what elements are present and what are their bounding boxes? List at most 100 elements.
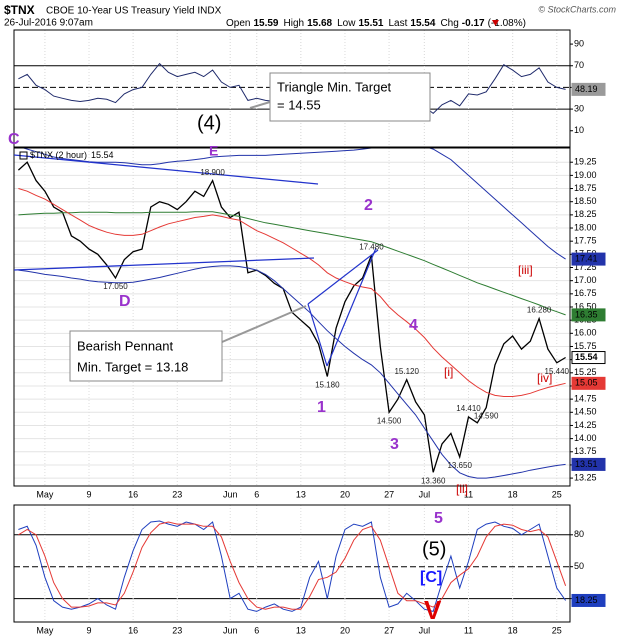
pennant-line (307, 303, 328, 367)
annotation-layer: Triangle Min. Target = 14.55 Bearish Pen… (8, 72, 570, 625)
y-tick-label: 14.50 (574, 407, 597, 417)
quote-change-pct: (-1.08%) (488, 18, 526, 29)
rsi-panel (13, 29, 571, 148)
x-tick-label: 27 (384, 489, 394, 499)
y-tick-label: 18.75 (574, 183, 597, 193)
x-tick-label: Jun (223, 489, 238, 499)
y-tick-label: 16.00 (574, 328, 597, 338)
wave-label: [ii] (456, 482, 468, 496)
y-tick-label: 14.75 (574, 394, 597, 404)
legend-name: $TNX (2 hour) (30, 150, 87, 160)
y-tick-label: 50 (574, 561, 584, 571)
wave-label: D (119, 293, 131, 310)
y-tick-label: 16.50 (574, 301, 597, 311)
pennant-line (307, 249, 379, 305)
y-tick-label: 15.25 (574, 367, 597, 377)
x-tick-label: 20 (340, 625, 350, 635)
y-tick-label: 80 (574, 529, 584, 539)
grid-layer: 907050301013.2513.5013.7514.0014.2514.50… (14, 30, 597, 635)
x-tick-label: 25 (552, 489, 562, 499)
x-tick-label: 9 (87, 625, 92, 635)
x-tick-label: 6 (254, 489, 259, 499)
value-label: 18.900 (200, 168, 225, 177)
y-tick-label: 17.75 (574, 236, 597, 246)
legend: $TNX (2 hour) 15.54 (30, 150, 114, 160)
triangle-upper (14, 154, 319, 185)
wave-label: 3 (390, 436, 399, 453)
value-label: 17.050 (103, 282, 128, 291)
pennant-line (326, 247, 377, 367)
value-label: 16.280 (527, 306, 552, 315)
y-tick-label: 16.75 (574, 288, 597, 298)
last-value-box (571, 82, 606, 96)
callout-pointer (221, 305, 307, 343)
x-tick-label: Jun (223, 625, 238, 635)
y-tick-label: 14.25 (574, 420, 597, 430)
quote-label: Chg (440, 18, 458, 29)
wave-label: 2 (364, 197, 373, 214)
callout-text: Min. Target = 13.18 (77, 359, 188, 374)
quote-value: 15.54 (410, 18, 435, 29)
x-tick-label: 11 (464, 625, 473, 635)
last-value-box (571, 351, 606, 365)
y-tick-label: 30 (574, 103, 584, 113)
quote-value: 15.68 (307, 18, 332, 29)
trend-lines (14, 154, 379, 367)
y-tick-label: 18.00 (574, 222, 597, 232)
last-value-label: 15.54 (575, 352, 598, 362)
callout-box (269, 72, 431, 122)
wave-label: [iv] (537, 371, 552, 385)
last-value-box (571, 252, 606, 266)
last-value-label: 48.19 (575, 84, 598, 94)
quote-label: Last (389, 18, 408, 29)
wave-label: 5 (434, 510, 443, 527)
x-tick-label: 13 (296, 625, 306, 635)
x-tick-label: 13 (296, 489, 306, 499)
quote-value: 15.51 (358, 18, 383, 29)
series-line (21, 148, 566, 260)
y-tick-label: 14.00 (574, 433, 597, 443)
last-value-layer: 48.19 15.54 16.35 15.05 17.41 13.51 18.25 (571, 82, 606, 607)
triangle-lower (14, 257, 315, 271)
y-tick-label: 19.00 (574, 170, 597, 180)
x-tick-label: 27 (384, 625, 394, 635)
y-tick-label: 70 (574, 60, 584, 70)
last-value-label: 16.35 (575, 309, 598, 319)
y-tick-label: 18.25 (574, 209, 597, 219)
quote-label: High (284, 18, 305, 29)
callout-text: = 14.55 (277, 97, 321, 112)
callout-text: Bearish Pennant (77, 338, 174, 353)
value-label: 14.500 (377, 416, 402, 425)
series-line (18, 520, 567, 613)
last-value-box (571, 376, 606, 390)
callout-box (69, 330, 223, 382)
last-value-box (571, 457, 606, 471)
series-line (18, 211, 566, 316)
wave-label: (5) (422, 538, 446, 560)
y-tick-label: 90 (574, 38, 584, 48)
y-tick-label: 17.00 (574, 275, 597, 285)
y-tick-label: 18.50 (574, 196, 597, 206)
x-tick-label: 16 (128, 625, 138, 635)
x-tick-label: May (36, 625, 54, 635)
series-line (18, 265, 566, 479)
value-label: 13.360 (421, 476, 446, 485)
last-value-box (571, 308, 606, 322)
wave-label: V (424, 595, 442, 625)
wave-label: (4) (197, 112, 221, 134)
x-tick-label: 18 (508, 489, 518, 499)
y-tick-label: 15.75 (574, 341, 597, 351)
y-tick-label: 17.25 (574, 262, 597, 272)
value-label: 14.590 (474, 412, 499, 421)
price-panel (13, 147, 571, 487)
instrument-name: CBOE 10-Year US Treasury Yield INDX (46, 6, 222, 17)
x-tick-label: 18 (508, 625, 518, 635)
wave-label: C (8, 131, 20, 148)
quote-label: Low (337, 18, 356, 29)
y-tick-label: 13.75 (574, 446, 597, 456)
x-tick-label: May (36, 489, 54, 499)
last-value-label: 15.05 (575, 378, 598, 388)
wave-label: [i] (444, 365, 453, 379)
x-tick-label: Jul (419, 489, 431, 499)
value-label: 15.180 (315, 381, 340, 390)
